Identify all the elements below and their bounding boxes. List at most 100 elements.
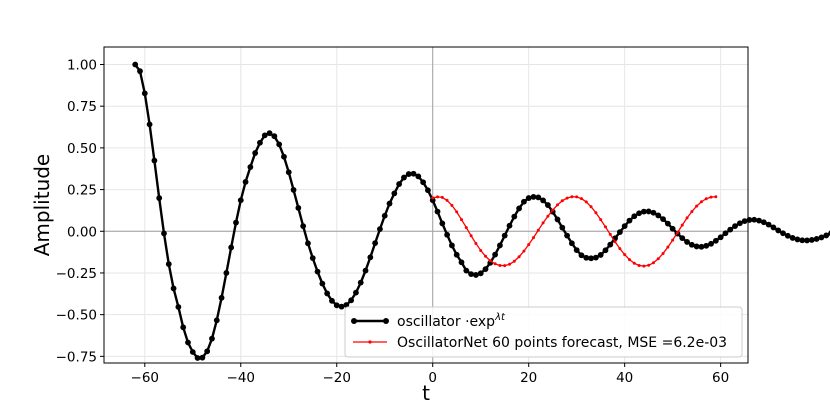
forecast-data-point — [704, 197, 708, 201]
oscillator-data-point — [631, 213, 638, 220]
oscillator-data-point — [650, 209, 657, 216]
forecast-data-point — [479, 248, 483, 252]
oscillator-data-point — [813, 236, 820, 242]
x-tick-label: −60 — [131, 370, 160, 386]
forecast-data-point — [493, 262, 497, 266]
series-layer — [132, 61, 830, 361]
oscillator-data-point — [760, 219, 767, 226]
oscillator-data-point — [717, 234, 724, 241]
oscillator-data-point — [664, 220, 671, 227]
oscillator-data-point — [405, 171, 412, 177]
oscillator-data-point — [564, 232, 570, 239]
oscillator-data-point — [506, 222, 513, 229]
y-axis-label: Amplitude — [30, 154, 54, 257]
oscillator-data-point — [252, 150, 259, 156]
oscillator-data-point — [751, 216, 758, 223]
oscillator-data-point — [449, 242, 455, 249]
oscillator-data-point — [156, 195, 163, 201]
oscillator-data-point — [794, 236, 801, 243]
oscillator-data-point — [237, 197, 244, 204]
oscillator-data-point — [808, 237, 815, 243]
oscillator-data-point — [146, 121, 153, 128]
oscillator-data-point — [338, 303, 345, 310]
oscillator-data-point — [789, 235, 796, 241]
oscillator-data-point — [175, 304, 182, 310]
oscillator-data-point — [521, 198, 527, 205]
oscillator-data-point — [381, 212, 388, 219]
forecast-data-point — [551, 208, 555, 212]
oscillator-data-point — [189, 349, 196, 355]
oscillator-data-point — [592, 254, 599, 261]
forecast-data-point — [455, 210, 459, 214]
oscillator-data-point — [473, 272, 479, 278]
forecast-data-point — [517, 255, 521, 259]
x-axis-label: t — [422, 381, 430, 405]
oscillator-data-point — [132, 61, 139, 68]
oscillator-data-point — [137, 68, 143, 75]
oscillator-data-point — [693, 243, 700, 250]
oscillator-data-point — [770, 224, 777, 231]
oscillator-data-point — [655, 212, 662, 219]
oscillator-data-point — [180, 324, 187, 331]
oscillator-data-point — [444, 231, 451, 238]
oscillator-data-point — [348, 297, 355, 304]
oscillator-data-point — [804, 237, 810, 244]
oscillator-data-point — [616, 229, 623, 236]
oscillator-data-point — [285, 169, 292, 176]
oscillator-data-point — [213, 317, 220, 324]
oscillator-data-point — [597, 252, 604, 258]
oscillator-data-point — [386, 200, 393, 207]
legend-marker-oscillator — [383, 318, 389, 324]
oscillator-data-point — [780, 230, 786, 237]
oscillator-data-point — [266, 130, 273, 137]
oscillator-data-point — [679, 235, 686, 242]
oscillator-data-point — [161, 230, 167, 237]
y-tick-label: 0.00 — [67, 224, 97, 240]
forecast-data-point — [536, 228, 540, 232]
oscillator-data-point — [736, 220, 743, 227]
oscillator-data-point — [497, 242, 503, 249]
legend-marker-oscillator — [351, 318, 357, 324]
forecast-data-point — [431, 196, 435, 200]
oscillator-data-point — [295, 205, 302, 211]
y-tick-label: 0.50 — [67, 141, 97, 157]
y-tick-label: −0.75 — [56, 349, 97, 365]
oscillator-data-point — [818, 234, 825, 241]
oscillator-data-point — [271, 133, 278, 140]
oscillator-data-point — [535, 194, 542, 201]
y-tick-label: 0.25 — [67, 183, 97, 199]
forecast-data-point — [541, 221, 545, 225]
legend-label-oscillator: oscillator ·expλt — [397, 312, 506, 330]
oscillator-data-point — [314, 268, 321, 275]
oscillator-data-point — [261, 132, 268, 139]
forecast-data-point — [695, 204, 699, 208]
x-tick-label: −40 — [227, 370, 256, 386]
legend-label-forecast: OscillatorNet 60 points forecast, MSE =6… — [397, 335, 727, 351]
oscillator-data-point — [324, 290, 331, 297]
oscillator-data-point — [199, 354, 206, 361]
oscillator-data-point — [621, 223, 628, 229]
forecast-data-point — [637, 263, 641, 267]
forecast-data-point — [613, 240, 617, 244]
forecast-data-point — [685, 216, 689, 220]
oscillator-data-point — [684, 239, 690, 245]
oscillator-data-point — [530, 194, 537, 200]
legend-entry-oscillator: oscillator ·expλt — [351, 312, 506, 330]
oscillator-data-point — [151, 157, 158, 164]
y-tick-label: −0.50 — [56, 308, 97, 324]
oscillator-data-point — [732, 223, 738, 229]
oscillator-data-point — [343, 302, 350, 308]
oscillator-data-point — [305, 240, 311, 247]
oscillator-data-point — [645, 208, 652, 215]
oscillator-data-point — [698, 243, 705, 250]
forecast-data-point — [565, 196, 569, 200]
forecast-data-point — [594, 211, 598, 215]
forecast-data-point — [680, 223, 684, 227]
oscillator-data-point — [468, 271, 475, 278]
oscillator-data-point — [578, 252, 585, 259]
legend-entry-forecast: OscillatorNet 60 points forecast, MSE =6… — [353, 335, 727, 351]
forecast-data-point — [709, 195, 713, 199]
forecast-data-point — [469, 234, 473, 238]
oscillator-data-point — [511, 213, 518, 220]
